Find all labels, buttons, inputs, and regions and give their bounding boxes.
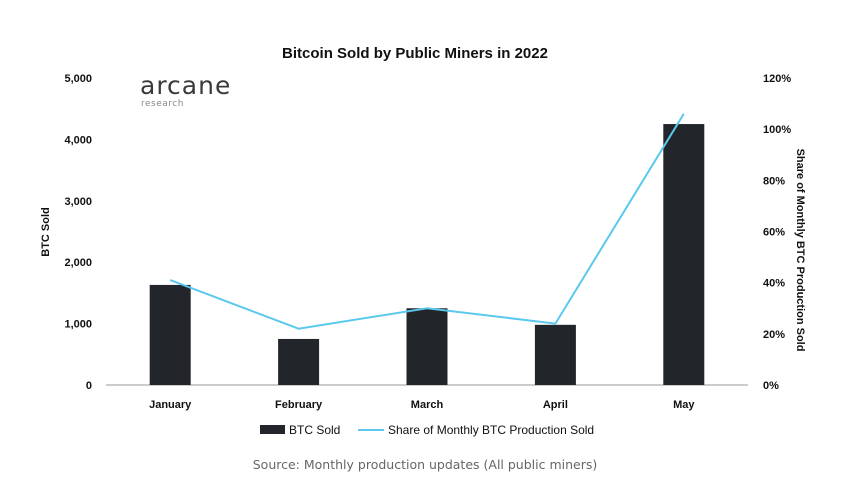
y-axis-label: BTC Sold (40, 207, 52, 257)
logo: arcane research (140, 71, 231, 109)
y2-tick-label: 0% (763, 380, 779, 392)
y2-tick-label: 120% (763, 73, 791, 85)
source-note: Source: Monthly production updates (All … (253, 457, 597, 472)
logo-sub: research (141, 99, 184, 109)
bar (663, 124, 705, 386)
y2-axis-label: Share of Monthly BTC Production Sold (794, 149, 806, 352)
y-tick-label: 5,000 (64, 73, 92, 85)
legend: BTC Sold Share of Monthly BTC Production… (260, 423, 594, 437)
y-tick-label: 3,000 (64, 196, 92, 208)
x-tick-label: May (673, 399, 695, 411)
y2-tick-label: 60% (763, 227, 785, 239)
y-tick-label: 0 (86, 380, 92, 392)
category-axis: January February March April May (149, 399, 695, 411)
y2-tick-label: 40% (763, 278, 785, 290)
x-tick-label: March (411, 399, 444, 411)
y2-tick-label: 100% (763, 124, 791, 136)
y-tick-label: 2,000 (64, 257, 92, 269)
bar (278, 338, 320, 385)
right-axis: 0% 20% 40% 60% 80% 100% 120% (763, 73, 791, 392)
y2-tick-label: 80% (763, 175, 785, 187)
y2-tick-label: 20% (763, 329, 785, 341)
legend-label-bars: BTC Sold (289, 423, 340, 437)
logo-name: arcane (140, 71, 231, 100)
y-tick-label: 1,000 (64, 319, 92, 331)
bar (534, 324, 576, 385)
series-line (169, 113, 685, 330)
line-series (169, 113, 685, 330)
legend-label-line: Share of Monthly BTC Production Sold (388, 423, 594, 437)
chart-title: Bitcoin Sold by Public Miners in 2022 (282, 45, 548, 62)
x-tick-label: January (149, 399, 192, 411)
x-tick-label: February (275, 399, 323, 411)
bar-series (149, 124, 705, 386)
bar (149, 284, 191, 385)
left-axis: 0 1,000 2,000 3,000 4,000 5,000 (64, 73, 92, 392)
bar (406, 308, 448, 385)
x-tick-label: April (543, 399, 568, 411)
legend-swatch-bars (260, 425, 285, 434)
y-tick-label: 4,000 (64, 134, 92, 146)
